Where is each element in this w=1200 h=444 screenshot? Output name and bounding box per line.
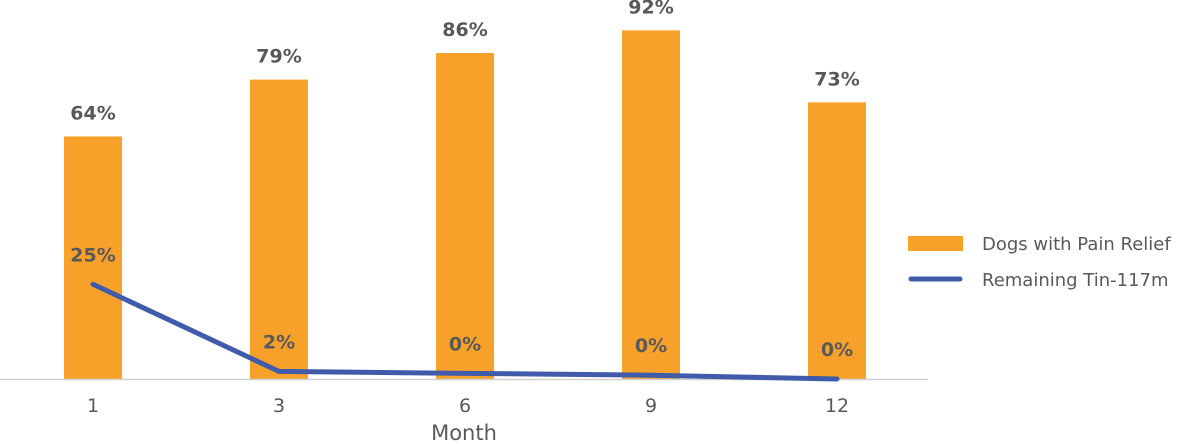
legend: Dogs with Pain Relief Remaining Tin-117m <box>908 234 1171 291</box>
line-data-label: 0% <box>449 333 481 355</box>
bar-data-label: 79% <box>256 46 301 68</box>
line-data-label: 25% <box>70 244 115 266</box>
x-tick-label: 9 <box>645 395 657 417</box>
x-axis-title: Month <box>431 421 497 444</box>
bar-month-12 <box>808 102 866 379</box>
x-tick-label: 6 <box>459 395 471 417</box>
bar-month-3 <box>250 79 308 379</box>
line-remaining-tin <box>90 281 840 382</box>
bar-month-6 <box>436 53 494 380</box>
x-tick-label: 3 <box>273 395 285 417</box>
line-data-label: 2% <box>263 331 295 353</box>
legend-label-pain-relief: Dogs with Pain Relief <box>982 234 1171 255</box>
line-layer <box>90 281 840 382</box>
legend-swatch-pain-relief <box>908 236 963 251</box>
line-labels-layer: 25% 2% 0% 0% 0% <box>70 244 853 361</box>
bar-data-label: 92% <box>628 0 673 18</box>
bars-layer <box>64 30 866 380</box>
bar-month-1 <box>64 136 122 379</box>
line-data-label: 0% <box>635 335 667 357</box>
bar-data-label: 86% <box>442 19 487 41</box>
x-tick-label: 1 <box>87 395 99 417</box>
x-tick-labels: 1 3 6 9 12 <box>87 395 849 417</box>
legend-label-tin: Remaining Tin-117m <box>982 270 1169 291</box>
x-tick-label: 12 <box>825 395 849 417</box>
bar-data-label: 73% <box>814 68 859 90</box>
bar-labels-layer: 64% 79% 86% 92% 73% <box>70 0 859 124</box>
bar-data-label: 64% <box>70 102 115 124</box>
line-data-label: 0% <box>821 339 853 361</box>
bar-month-9 <box>622 30 680 379</box>
